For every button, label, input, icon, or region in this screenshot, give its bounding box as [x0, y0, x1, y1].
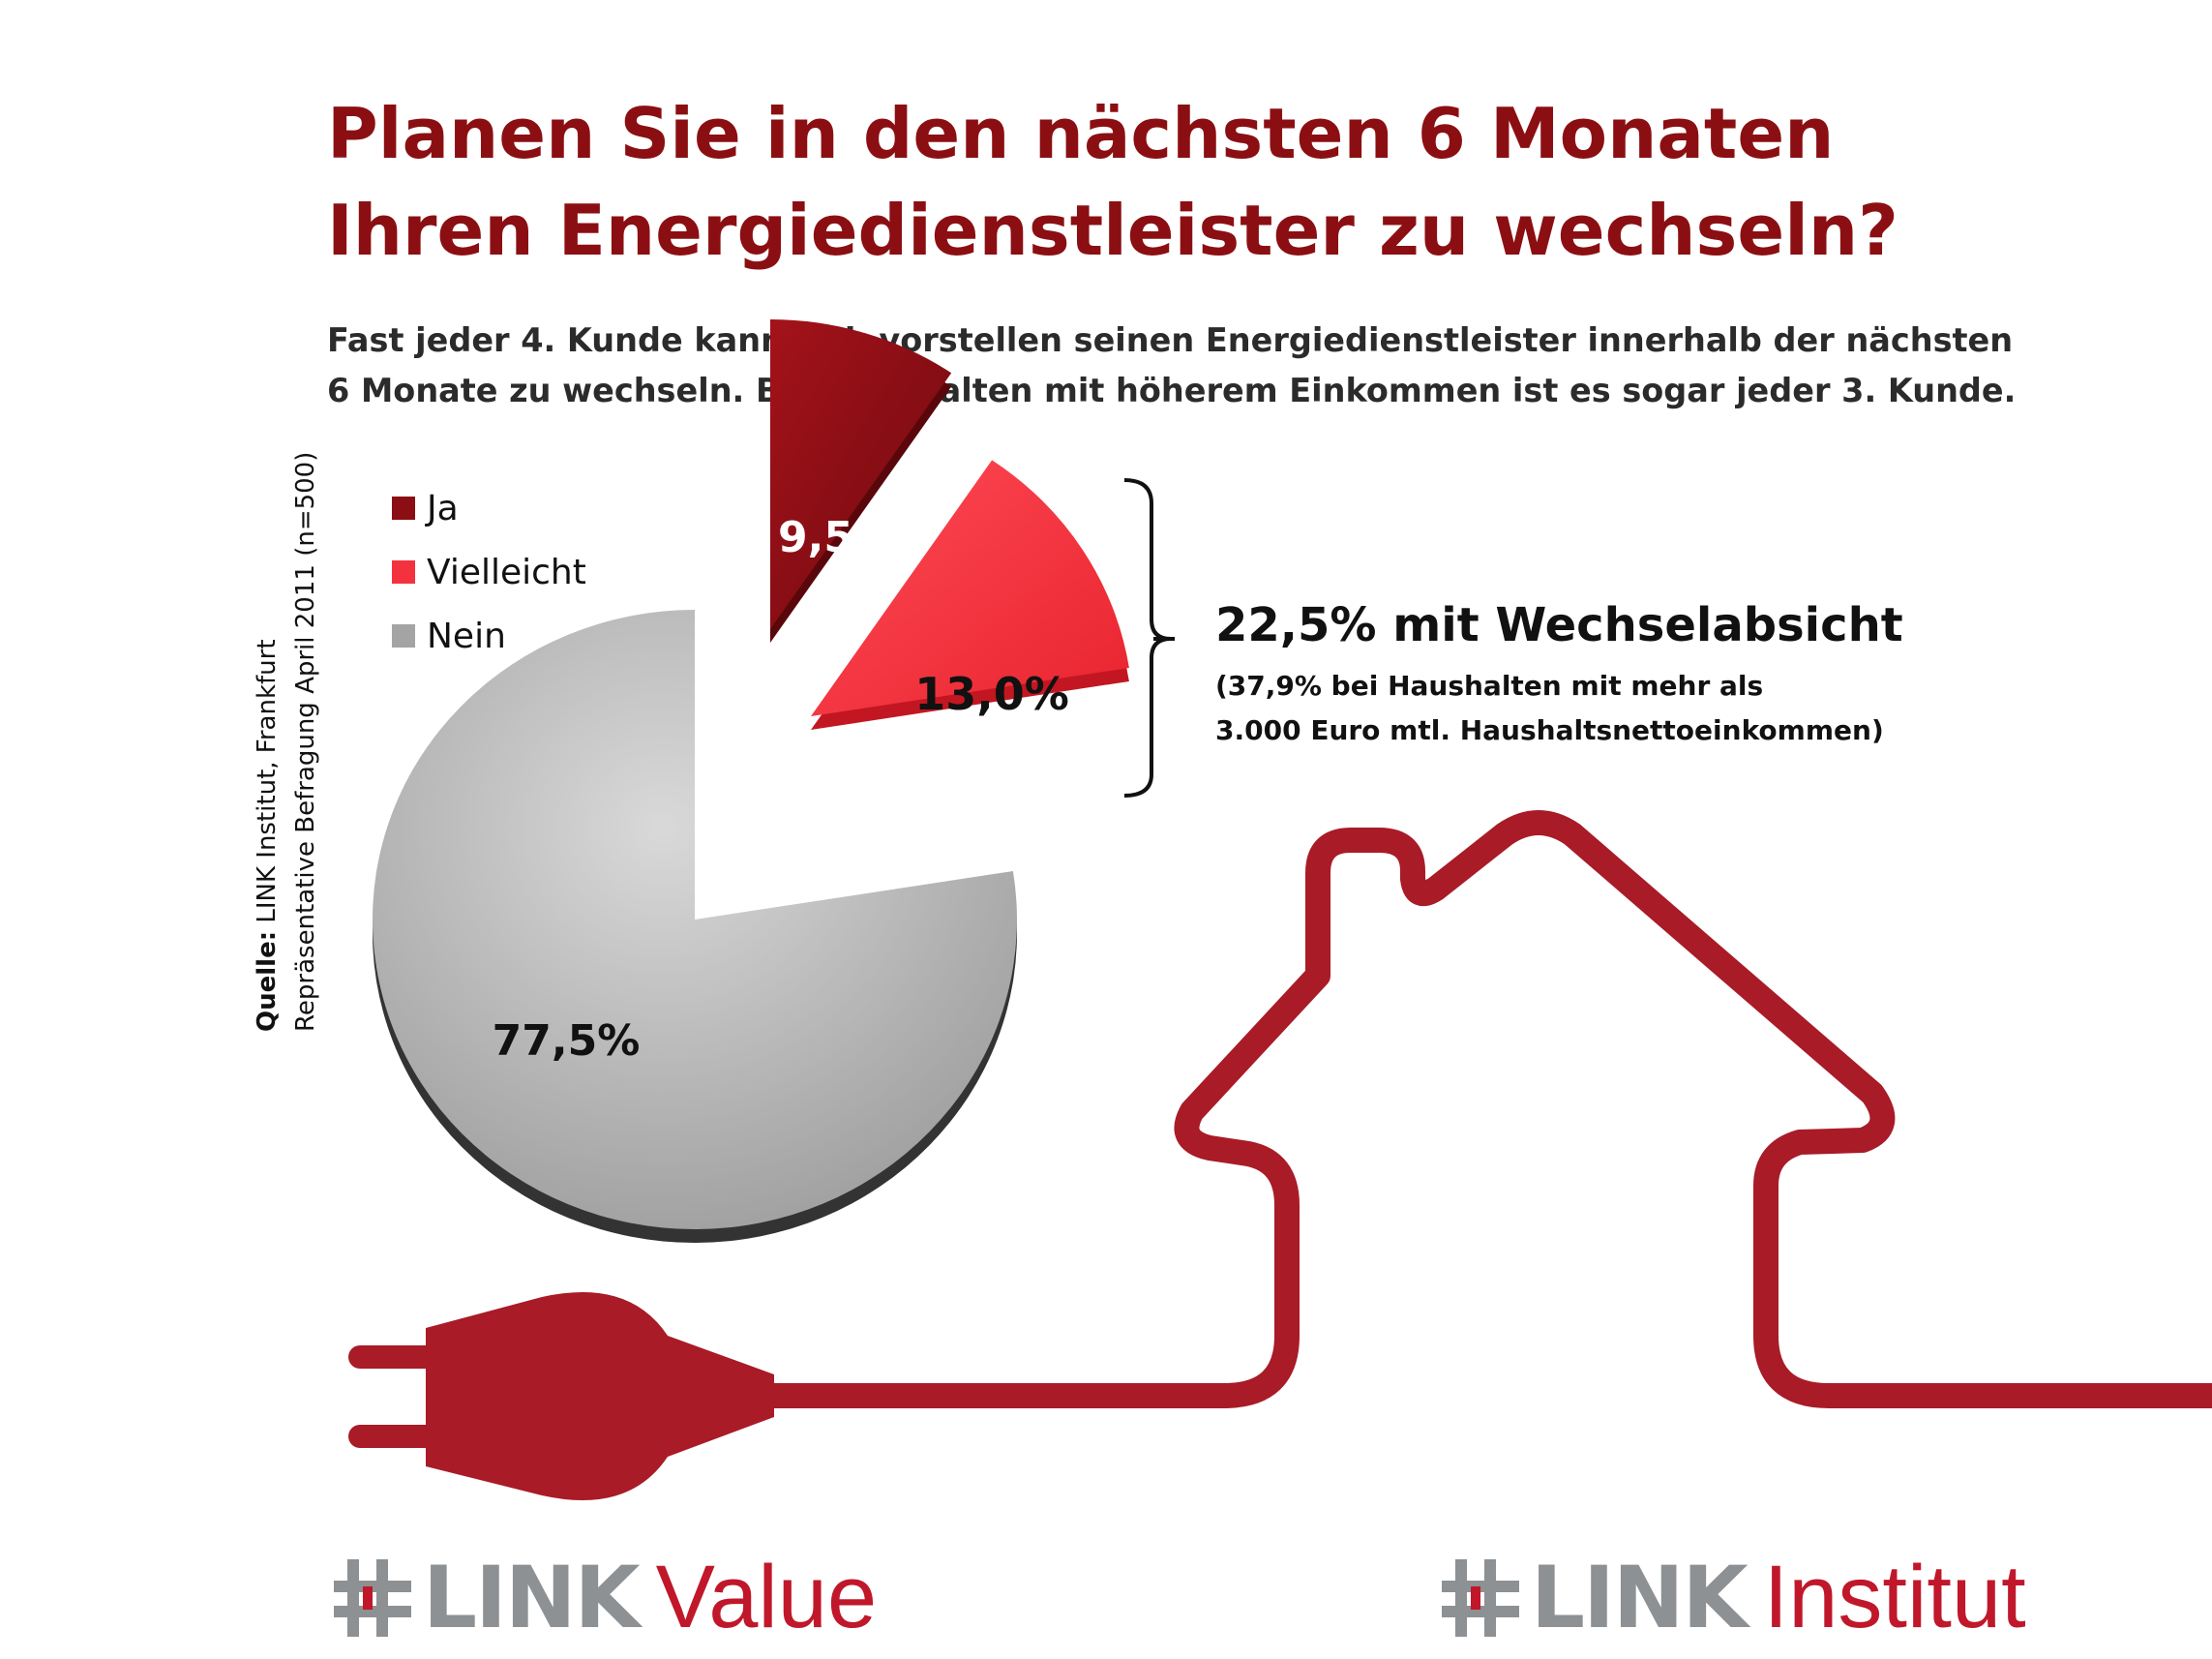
house-cable: [752, 810, 2212, 1408]
annotation-sub-line-2: 3.000 Euro mtl. Haushaltsnettoeinkommen): [1215, 714, 1884, 746]
source-label: Quelle:: [253, 930, 282, 1032]
pie-label-vielleicht: 13,0%: [914, 668, 1069, 720]
source-note: Quelle: LINK Institut, Frankfurt Repräse…: [248, 354, 325, 1032]
legend-item-vielleicht: Vielleicht: [392, 540, 586, 604]
annotation-main: 22,5% mit Wechselabsicht: [1215, 598, 1903, 652]
logo-sub-2: Institut: [1763, 1548, 2026, 1646]
legend-swatch-vielleicht: [392, 560, 415, 584]
legend-label-nein: Nein: [427, 616, 506, 656]
annotation-sub: (37,9% bei Haushalten mit mehr als 3.000…: [1215, 664, 1884, 753]
annotation-sub-line-1: (37,9% bei Haushalten mit mehr als: [1215, 670, 1764, 702]
page-title: Planen Sie in den nächsten 6 Monaten Ihr…: [327, 85, 2166, 279]
pie-slice-vielleicht: [811, 460, 1129, 716]
pie-slice-ja: [770, 319, 952, 629]
legend-swatch-ja: [392, 497, 415, 520]
logo-brand-2: LINK: [1531, 1548, 1749, 1647]
logo-link-value: LINK Value: [334, 1547, 877, 1648]
link-logo-icon: [1442, 1558, 1519, 1637]
subtitle-line-1: Fast jeder 4. Kunde kann sich vorstellen…: [327, 321, 2014, 359]
source-line-2: Repräsentative Befragung April 2011 (n=5…: [291, 451, 320, 1032]
pie-label-nein: 77,5%: [493, 1016, 641, 1066]
legend-label-vielleicht: Vielleicht: [427, 552, 586, 592]
pie-label-ja: 9,5%: [778, 513, 896, 562]
source-text: LINK Institut, Frankfurt: [253, 639, 282, 931]
title-line-1: Planen Sie in den nächsten 6 Monaten: [327, 93, 1835, 174]
legend-swatch-nein: [392, 624, 415, 648]
legend-item-nein: Nein: [392, 604, 586, 668]
legend-item-ja: Ja: [392, 476, 586, 540]
pie-slice-nein: [373, 610, 1018, 1229]
subtitle-line-2: 6 Monate zu wechseln. Bei Haushalten mit…: [327, 372, 2017, 409]
logo-link-institut: LINK Institut: [1442, 1547, 2026, 1648]
legend-label-ja: Ja: [427, 488, 459, 528]
title-line-2: Ihren Energiedienstleister zu wechseln?: [327, 190, 1898, 271]
link-logo-icon: [334, 1558, 411, 1637]
logo-brand-1: LINK: [423, 1548, 641, 1647]
logo-sub-1: Value: [655, 1548, 878, 1646]
legend: Ja Vielleicht Nein: [392, 476, 586, 668]
subtitle: Fast jeder 4. Kunde kann sich vorstellen…: [327, 316, 2166, 416]
plug-icon: [348, 1292, 774, 1500]
